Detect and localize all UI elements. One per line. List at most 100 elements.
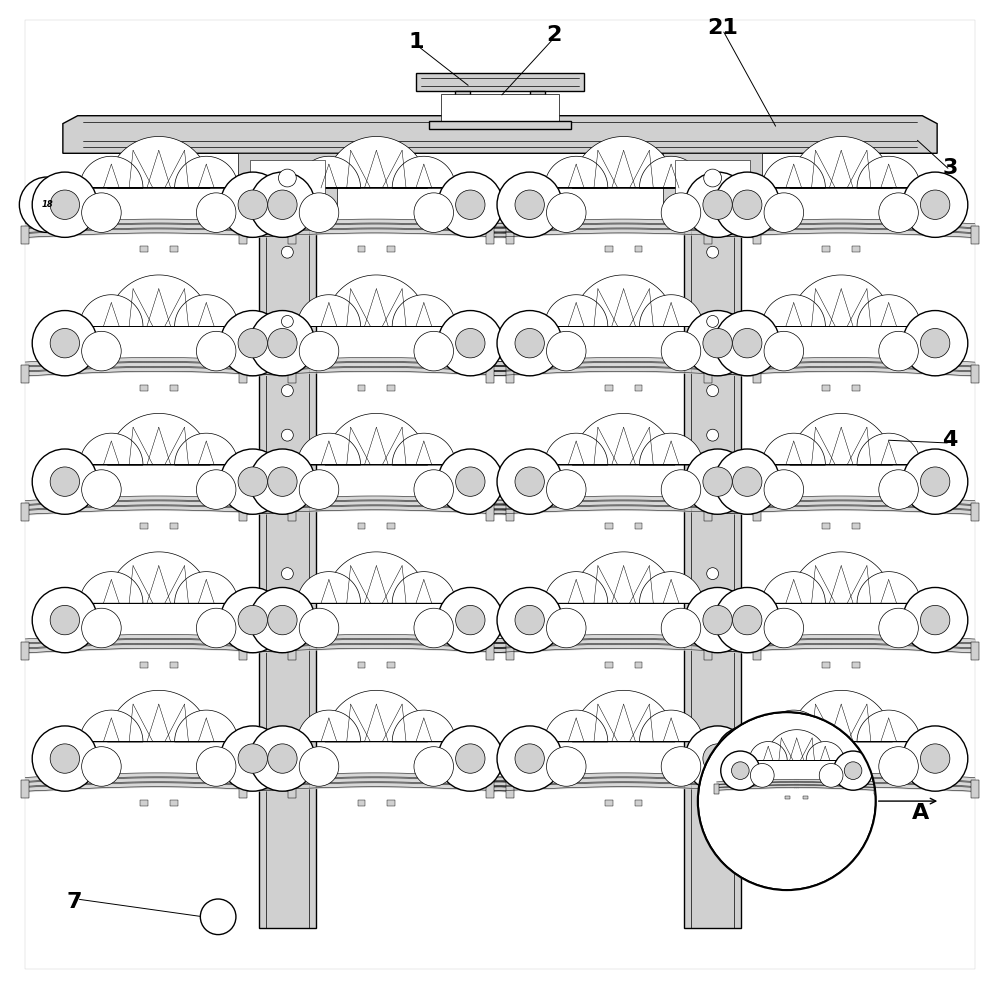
Bar [971,642,979,660]
Circle shape [210,909,226,925]
Polygon shape [639,295,703,326]
Text: 2: 2 [547,25,562,45]
Polygon shape [762,572,825,603]
Circle shape [707,246,719,258]
Circle shape [238,605,267,635]
Circle shape [32,449,97,514]
Bar [387,800,395,806]
Bar [387,246,395,252]
Bar [238,153,337,218]
Bar [822,246,830,252]
Circle shape [414,331,454,371]
Circle shape [661,331,701,371]
Bar [971,503,979,521]
Circle shape [82,470,121,509]
Circle shape [515,190,544,220]
Circle shape [733,467,762,496]
Circle shape [698,712,876,890]
Bar [140,385,148,391]
Circle shape [414,608,454,648]
Circle shape [703,744,732,773]
Polygon shape [762,433,825,465]
Circle shape [732,762,749,779]
Polygon shape [790,552,893,603]
Circle shape [515,744,544,773]
Bar [140,800,148,806]
Circle shape [920,328,950,358]
Bar [635,800,642,806]
Bar [753,365,761,383]
Circle shape [299,470,339,509]
Polygon shape [175,710,238,742]
Polygon shape [790,413,893,465]
Circle shape [438,172,503,237]
Circle shape [546,470,586,509]
Text: 21: 21 [707,18,738,38]
Polygon shape [175,156,238,188]
Polygon shape [572,275,675,326]
Polygon shape [80,295,143,326]
Bar [239,365,247,383]
Bar [21,642,29,660]
Circle shape [456,190,485,220]
Polygon shape [639,156,703,188]
Circle shape [299,331,339,371]
Bar [170,523,178,529]
Circle shape [299,747,339,786]
Circle shape [750,764,774,787]
Bar [704,642,712,660]
Polygon shape [857,156,920,188]
Circle shape [685,449,750,514]
Bar [21,226,29,244]
Circle shape [196,608,236,648]
Polygon shape [572,690,675,742]
Bar [170,800,178,806]
Circle shape [844,762,862,779]
Bar [387,385,395,391]
Circle shape [497,449,562,514]
Circle shape [733,744,762,773]
Bar [605,662,613,668]
Circle shape [200,899,236,935]
Circle shape [546,747,586,786]
Bar [358,800,365,806]
Bar [506,365,514,383]
Polygon shape [80,156,143,188]
Polygon shape [857,433,920,465]
Bar [239,503,247,521]
Circle shape [497,726,562,791]
Circle shape [733,605,762,635]
Polygon shape [325,690,428,742]
Circle shape [281,429,293,441]
Bar [170,662,178,668]
Bar [971,365,979,383]
Bar [753,226,761,244]
Polygon shape [806,742,844,761]
Circle shape [82,747,121,786]
Circle shape [492,909,508,925]
Polygon shape [857,295,920,326]
Polygon shape [572,413,675,465]
Circle shape [250,311,315,376]
Circle shape [281,568,293,580]
Polygon shape [392,156,455,188]
Bar [387,523,395,529]
Polygon shape [545,295,608,326]
Circle shape [497,587,562,653]
Circle shape [82,608,121,648]
Circle shape [707,315,719,327]
Circle shape [281,385,293,397]
Circle shape [32,172,97,237]
Circle shape [50,744,80,773]
Polygon shape [392,572,455,603]
Circle shape [220,311,285,376]
Circle shape [715,172,780,237]
Bar [506,642,514,660]
Bar [822,523,830,529]
Bar [170,385,178,391]
Circle shape [879,470,918,509]
Circle shape [685,172,750,237]
Bar [605,523,613,529]
Polygon shape [762,710,825,742]
Polygon shape [639,433,703,465]
